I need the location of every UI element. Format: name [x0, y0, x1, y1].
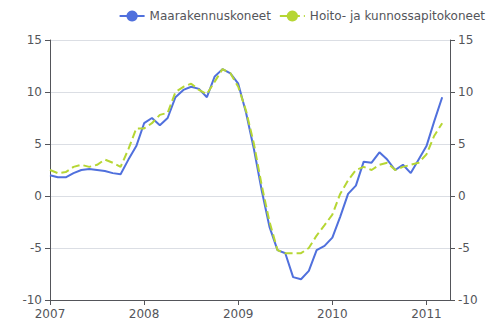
svg-text:-5: -5 [30, 241, 42, 255]
svg-text:10: 10 [27, 85, 42, 99]
svg-text:5: 5 [34, 137, 42, 151]
svg-text:5: 5 [458, 137, 466, 151]
svg-text:2011: 2011 [411, 307, 442, 321]
svg-text:2009: 2009 [223, 307, 254, 321]
svg-text:-10: -10 [458, 293, 478, 307]
svg-text:-5: -5 [458, 241, 470, 255]
svg-text:Hoito- ja kunnossapitokoneet: Hoito- ja kunnossapitokoneet [310, 9, 485, 23]
svg-text:2007: 2007 [35, 307, 66, 321]
svg-text:2008: 2008 [129, 307, 160, 321]
svg-text:0: 0 [458, 189, 466, 203]
svg-text:-10: -10 [22, 293, 42, 307]
svg-text:15: 15 [27, 33, 42, 47]
svg-text:0: 0 [34, 189, 42, 203]
svg-text:15: 15 [458, 33, 473, 47]
svg-text:Maarakennuskoneet: Maarakennuskoneet [150, 9, 272, 23]
svg-text:2010: 2010 [317, 307, 348, 321]
svg-text:10: 10 [458, 85, 473, 99]
